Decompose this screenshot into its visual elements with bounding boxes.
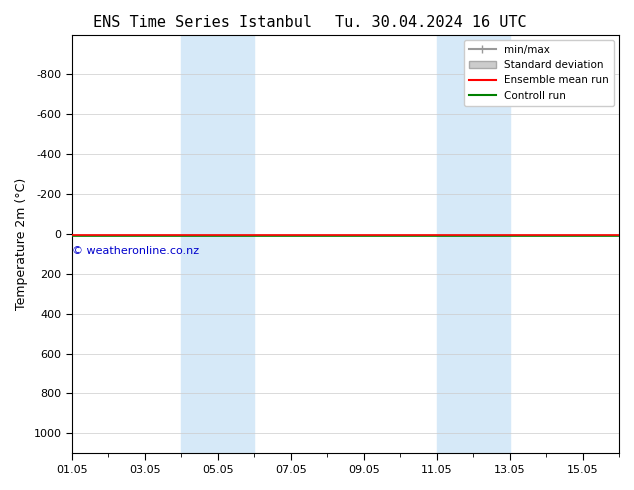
Y-axis label: Temperature 2m (°C): Temperature 2m (°C) [15,178,28,310]
Text: ENS Time Series Istanbul: ENS Time Series Istanbul [93,15,313,30]
Text: © weatheronline.co.nz: © weatheronline.co.nz [72,246,199,256]
Legend: min/max, Standard deviation, Ensemble mean run, Controll run: min/max, Standard deviation, Ensemble me… [464,40,614,106]
Bar [181,35,254,453]
Bar [437,35,510,453]
Text: Tu. 30.04.2024 16 UTC: Tu. 30.04.2024 16 UTC [335,15,527,30]
